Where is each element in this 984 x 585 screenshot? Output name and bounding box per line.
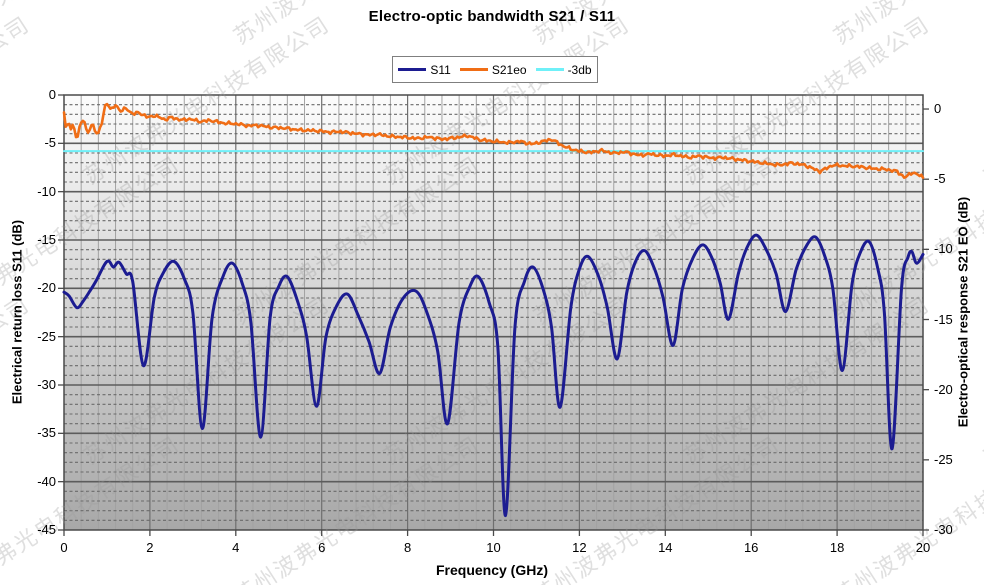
s21eo-line-swatch	[459, 68, 488, 71]
y-left-tick-label: -5	[44, 135, 56, 151]
y-right-tick-label: -10	[934, 241, 953, 257]
y-left-tick-label: -45	[37, 522, 56, 537]
x-tick-label: 20	[915, 540, 931, 555]
chart-title: Electro-optic bandwidth S21 / S11	[368, 8, 616, 25]
y-right-tick-label: -25	[934, 451, 953, 467]
s11-line-swatch	[398, 68, 427, 71]
legend-item-3db: -3db	[535, 62, 592, 77]
series-s11	[62, 233, 925, 518]
x-tick-label: 8	[403, 540, 412, 555]
y-left-tick-label: -35	[37, 425, 56, 441]
x-tick-label: 16	[743, 540, 759, 555]
x-tick-label: 14	[658, 540, 673, 555]
watermark-text: 苏州波弗光电科技有限公司	[979, 291, 984, 469]
minus3db-line-swatch	[535, 68, 564, 71]
y-left-tick-label: -30	[37, 377, 56, 392]
x-tick-label: 10	[486, 540, 501, 555]
legend-item-s21eo: S21eo	[459, 62, 527, 77]
y-right-tick-label: -15	[934, 311, 953, 327]
x-tick-label: 6	[318, 540, 326, 555]
legend-item-s11: S11	[398, 62, 451, 77]
legend-label-s21eo: S21eo	[491, 62, 527, 77]
x-tick-label: 0	[60, 540, 68, 555]
x-tick-label: 4	[232, 540, 240, 555]
x-axis-title: Frequency (GHz)	[435, 562, 548, 578]
y-left-tick-label: 0	[48, 87, 56, 102]
legend-box: S11 S21eo -3db	[392, 56, 598, 83]
y-left-tick-label: -15	[37, 232, 56, 247]
y-right-tick-label: -30	[934, 522, 953, 537]
y-right-tick-label: 0	[934, 101, 942, 117]
y-left-tick-label: -20	[37, 280, 56, 296]
y-left-tick-label: -10	[37, 183, 56, 199]
watermark-text: 苏州波弗光电科技有限公司	[979, 11, 984, 189]
legend-label-3db: -3db	[567, 62, 592, 77]
y-left-tick-label: -25	[37, 328, 56, 344]
x-tick-label: 12	[572, 540, 587, 555]
legend-label-s11: S11	[430, 62, 451, 77]
y-left-tick-label: -40	[37, 473, 56, 489]
x-tick-label: 2	[146, 540, 154, 555]
y-right-tick-label: -20	[934, 381, 953, 397]
x-tick-label: 18	[829, 540, 845, 555]
series-s21eo	[62, 102, 925, 179]
y-right-tick-label: -5	[934, 171, 946, 187]
